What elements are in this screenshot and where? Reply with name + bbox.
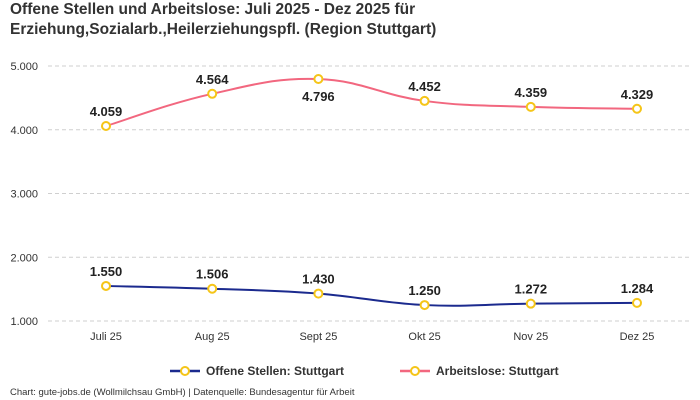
series-line	[105, 284, 638, 307]
x-tick-label: Aug 25	[195, 331, 230, 343]
legend-marker-icon	[180, 366, 190, 376]
x-tick-label: Juli 25	[90, 331, 122, 343]
chart-title: Offene Stellen und Arbeitslose: Juli 202…	[10, 0, 436, 40]
x-tick-label: Dez 25	[620, 331, 655, 343]
x-tick-label: Nov 25	[513, 331, 548, 343]
data-label: 1.250	[408, 283, 441, 298]
data-label: 4.329	[621, 87, 654, 102]
data-label: 1.430	[302, 272, 335, 287]
y-tick-label: 3.000	[10, 189, 38, 201]
data-point-marker	[632, 103, 642, 114]
data-label: 4.796	[302, 89, 335, 104]
data-point-marker	[313, 288, 324, 299]
data-label: 4.564	[196, 72, 229, 87]
data-label: 1.550	[90, 264, 123, 279]
x-tick-label: Sept 25	[299, 331, 337, 343]
data-point-marker	[419, 95, 430, 106]
data-point-marker	[207, 88, 218, 99]
x-tick-label: Okt 25	[408, 331, 440, 343]
title-line-2: Erziehung,Sozialarb.,Heilerziehungspfl. …	[10, 21, 437, 38]
data-point-marker	[525, 101, 536, 112]
footer-source: Chart: gute-jobs.de (Wollmilchsau GmbH) …	[10, 387, 355, 398]
data-label: 4.059	[90, 104, 123, 119]
data-label: 4.452	[408, 79, 441, 94]
data-point-marker	[101, 120, 111, 131]
data-label: 4.359	[515, 85, 548, 100]
data-label: 1.284	[621, 281, 654, 296]
data-label: 1.272	[515, 282, 548, 297]
data-point-marker	[632, 297, 642, 308]
legend-label: Offene Stellen: Stuttgart	[206, 364, 344, 378]
data-point-marker	[101, 280, 111, 291]
data-point-marker	[313, 74, 324, 85]
y-tick-label: 5.000	[10, 61, 38, 73]
y-tick-label: 1.000	[10, 316, 38, 328]
legend-label: Arbeitslose: Stuttgart	[436, 364, 559, 378]
data-label: 1.506	[196, 267, 229, 282]
data-point-marker	[525, 298, 536, 309]
y-tick-label: 2.000	[10, 252, 38, 264]
y-tick-label: 4.000	[10, 125, 38, 137]
data-point-marker	[419, 300, 430, 311]
series-line	[105, 77, 638, 127]
title-line-1: Offene Stellen und Arbeitslose: Juli 202…	[10, 1, 416, 18]
legend-marker-icon	[410, 366, 420, 376]
data-point-marker	[207, 283, 218, 294]
